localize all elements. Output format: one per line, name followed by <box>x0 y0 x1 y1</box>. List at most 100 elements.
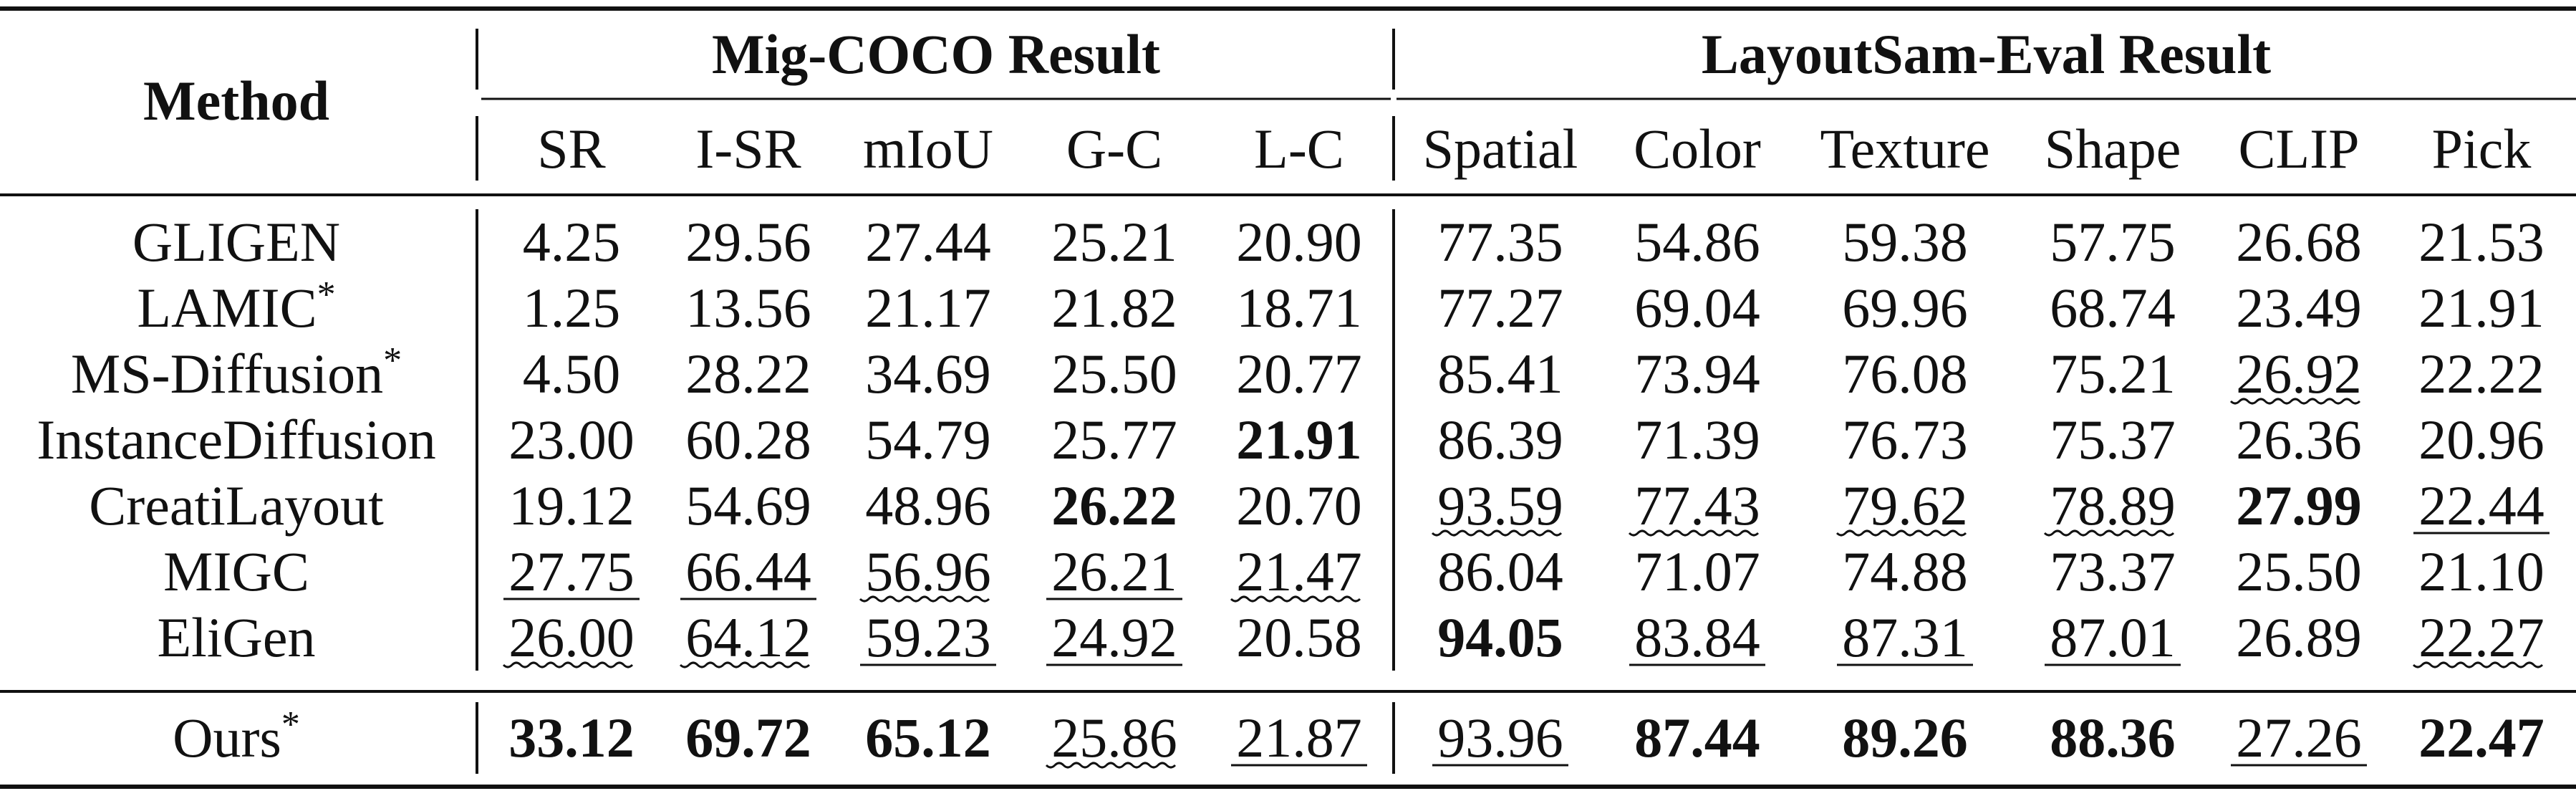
wavy-underline-mark <box>2229 398 2361 405</box>
table-cell: 26.22 <box>1051 474 1177 537</box>
row-method-label: LAMIC* <box>0 275 473 341</box>
table-cell: 77.27 <box>1437 277 1563 339</box>
table-cell: 75.21 <box>2050 342 2176 405</box>
table-cell: 87.44 <box>1634 706 1760 769</box>
wavy-underline-mark <box>1431 529 1563 537</box>
table-cell: 21.82 <box>1051 277 1177 339</box>
table-cell: 27.26 <box>2236 706 2362 769</box>
table-cell: 25.86 <box>1051 706 1177 769</box>
table-cell: 21.91 <box>2418 277 2544 339</box>
table-cell: 71.07 <box>1634 540 1760 603</box>
method-name: CreatiLayout <box>89 474 384 537</box>
table-cell: 25.77 <box>1051 408 1177 471</box>
table-cell: 22.22 <box>2418 342 2544 405</box>
table-cell: 79.62 <box>1842 474 1968 537</box>
table-cell: 27.44 <box>865 211 991 273</box>
table-cell: 4.25 <box>522 211 621 273</box>
table-cell: 74.88 <box>1842 540 1968 603</box>
table-cell: 33.12 <box>508 706 635 769</box>
table-cell: 75.37 <box>2050 408 2176 471</box>
method-name: Ours <box>173 706 281 769</box>
table-cell: 86.04 <box>1437 540 1563 603</box>
table-cell: 78.89 <box>2050 474 2176 537</box>
method-name: GLIGEN <box>132 211 341 273</box>
row-method-label: InstanceDiffusion <box>0 407 473 473</box>
table-cell: 21.47 <box>1236 540 1362 603</box>
column-header-i-sr: I-SR <box>695 118 801 180</box>
table-cell: 54.69 <box>685 474 811 537</box>
row-method-label: Ours* <box>0 705 473 771</box>
column-header-miou: mIoU <box>863 118 993 180</box>
column-header-clip: CLIP <box>2238 118 2360 180</box>
table-cell: 48.96 <box>865 474 991 537</box>
row-method-label: GLIGEN <box>0 209 473 275</box>
table-cell: 20.77 <box>1236 342 1362 405</box>
table-cell: 26.36 <box>2236 408 2362 471</box>
table-cell: 23.49 <box>2236 277 2362 339</box>
table-cell: 86.39 <box>1437 408 1563 471</box>
star-marker: * <box>281 704 300 745</box>
group-header-layoutsam-eval: LayoutSam-Eval Result <box>1701 23 2272 85</box>
row-method-label: MS-Diffusion* <box>0 341 473 407</box>
column-header-texture: Texture <box>1820 118 1990 180</box>
table-cell: 34.69 <box>865 342 991 405</box>
table-cell: 87.01 <box>2050 606 2176 668</box>
table-cell: 20.58 <box>1236 606 1362 668</box>
star-marker: * <box>317 274 336 315</box>
table-cell: 1.25 <box>522 277 621 339</box>
method-name: InstanceDiffusion <box>37 408 436 471</box>
table-cell: 26.92 <box>2236 342 2362 405</box>
wavy-underline-mark <box>1835 529 1967 537</box>
table-cell: 21.17 <box>865 277 991 339</box>
table-cell: 26.89 <box>2236 606 2362 668</box>
table-cell: 28.22 <box>685 342 811 405</box>
table-cell: 83.84 <box>1634 606 1760 668</box>
table-cell: 73.37 <box>2050 540 2176 603</box>
group-header-mig-coco: Mig-COCO Result <box>711 23 1161 85</box>
table-cell: 89.26 <box>1842 706 1968 769</box>
row-method-label: EliGen <box>0 605 473 671</box>
column-header-shape: Shape <box>2044 118 2181 180</box>
method-name: EliGen <box>157 606 316 668</box>
table-cell: 20.90 <box>1236 211 1362 273</box>
wavy-underline-mark <box>502 661 634 668</box>
table-cell: 69.04 <box>1634 277 1760 339</box>
table-cell: 56.96 <box>865 540 991 603</box>
table-cell: 68.74 <box>2050 277 2176 339</box>
table-cell: 25.50 <box>1051 342 1177 405</box>
column-header-pick: Pick <box>2431 118 2532 180</box>
table-cell: 57.75 <box>2050 211 2176 273</box>
wavy-underline-mark <box>2412 661 2544 668</box>
wavy-underline-mark <box>1045 762 1177 769</box>
wavy-underline-mark <box>859 595 990 603</box>
table-cell: 20.96 <box>2418 408 2544 471</box>
table-cell: 60.28 <box>685 408 811 471</box>
table-cell: 22.47 <box>2418 706 2544 769</box>
table-cell: 64.12 <box>685 606 811 668</box>
table-cell: 4.50 <box>522 342 621 405</box>
table-cell: 73.94 <box>1634 342 1760 405</box>
column-header-sr: SR <box>537 118 606 180</box>
column-header-l-c: L-C <box>1254 118 1344 180</box>
method-name: MIGC <box>163 540 309 603</box>
table-cell: 69.96 <box>1842 277 1968 339</box>
table-cell: 21.53 <box>2418 211 2544 273</box>
column-header-spatial: Spatial <box>1422 118 1578 180</box>
method-header: Method <box>143 69 329 132</box>
table-cell: 69.72 <box>685 706 811 769</box>
table-cell: 65.12 <box>865 706 991 769</box>
table-cell: 20.70 <box>1236 474 1362 537</box>
table-cell: 23.00 <box>508 408 635 471</box>
table-cell: 27.75 <box>508 540 635 603</box>
table-cell: 21.10 <box>2418 540 2544 603</box>
table-cell: 54.86 <box>1634 211 1760 273</box>
column-header-g-c: G-C <box>1066 118 1163 180</box>
table-cell: 59.23 <box>865 606 991 668</box>
table-cell: 22.44 <box>2418 474 2544 537</box>
table-cell: 76.08 <box>1842 342 1968 405</box>
table-cell: 94.05 <box>1437 606 1563 668</box>
table-cell: 22.27 <box>2418 606 2544 668</box>
table-cell: 66.44 <box>685 540 811 603</box>
